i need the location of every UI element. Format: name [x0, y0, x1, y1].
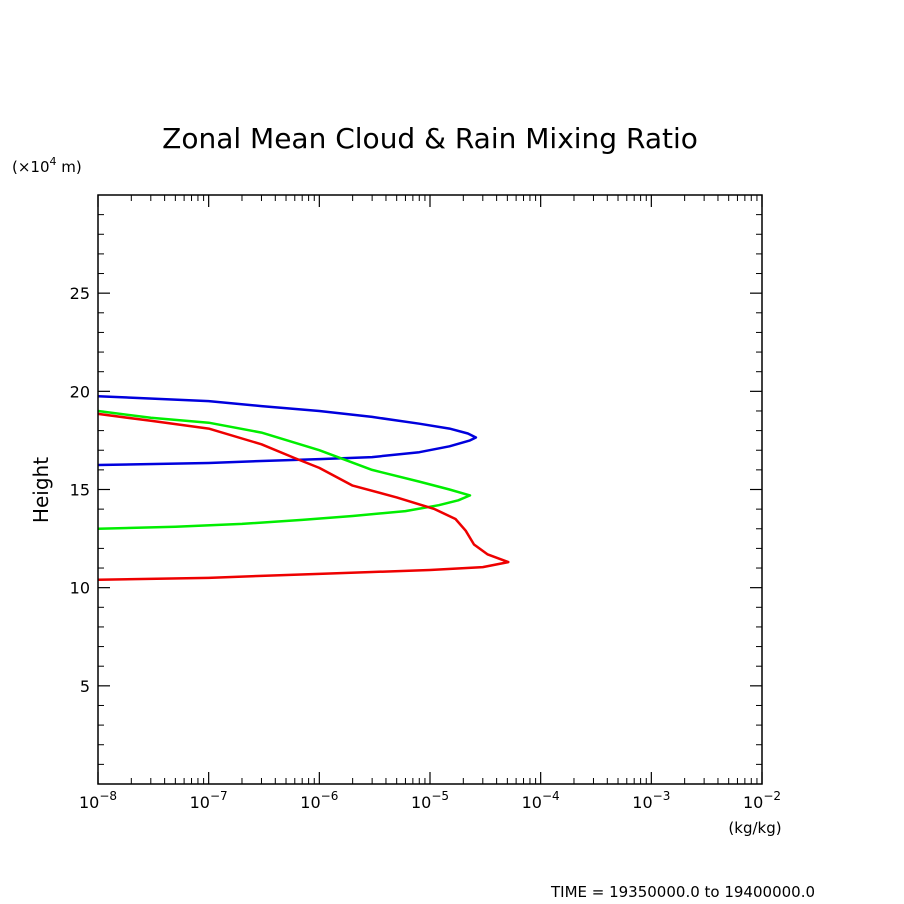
y-tick-label: 5: [80, 677, 90, 696]
y-tick-labels: 5 10 15 20 25: [70, 284, 90, 696]
x-tick-label: 10−2: [743, 789, 781, 812]
y-tick-label: 25: [70, 284, 90, 303]
time-range-footer: TIME = 19350000.0 to 19400000.0: [550, 883, 815, 901]
y-tick-label: 10: [70, 579, 90, 598]
series-line: [97, 412, 510, 582]
minor-ticks: [98, 195, 762, 784]
x-unit-label: (kg/kg): [728, 819, 781, 837]
major-ticks: [97, 195, 763, 784]
plot-frame: [97, 194, 763, 785]
x-tick-label: 10−8: [79, 789, 117, 812]
x-tick-label: 10−6: [300, 789, 338, 812]
x-tick-label: 10−4: [522, 789, 560, 812]
y-tick-label: 20: [70, 382, 90, 401]
x-tick-label: 10−3: [632, 789, 670, 812]
y-axis-label: Height: [29, 457, 53, 523]
y-tick-label: 15: [70, 481, 90, 500]
chart-title: Zonal Mean Cloud & Rain Mixing Ratio: [162, 122, 698, 155]
x-tick-labels: 10−8 10−7 10−6 10−5 10−4 10−3 10−2: [79, 789, 781, 812]
x-tick-label: 10−5: [411, 789, 449, 812]
x-tick-label: 10−7: [190, 789, 228, 812]
y-unit-label: (×104 m): [12, 155, 82, 176]
series-line: [97, 409, 472, 531]
series-lines: [97, 394, 510, 582]
